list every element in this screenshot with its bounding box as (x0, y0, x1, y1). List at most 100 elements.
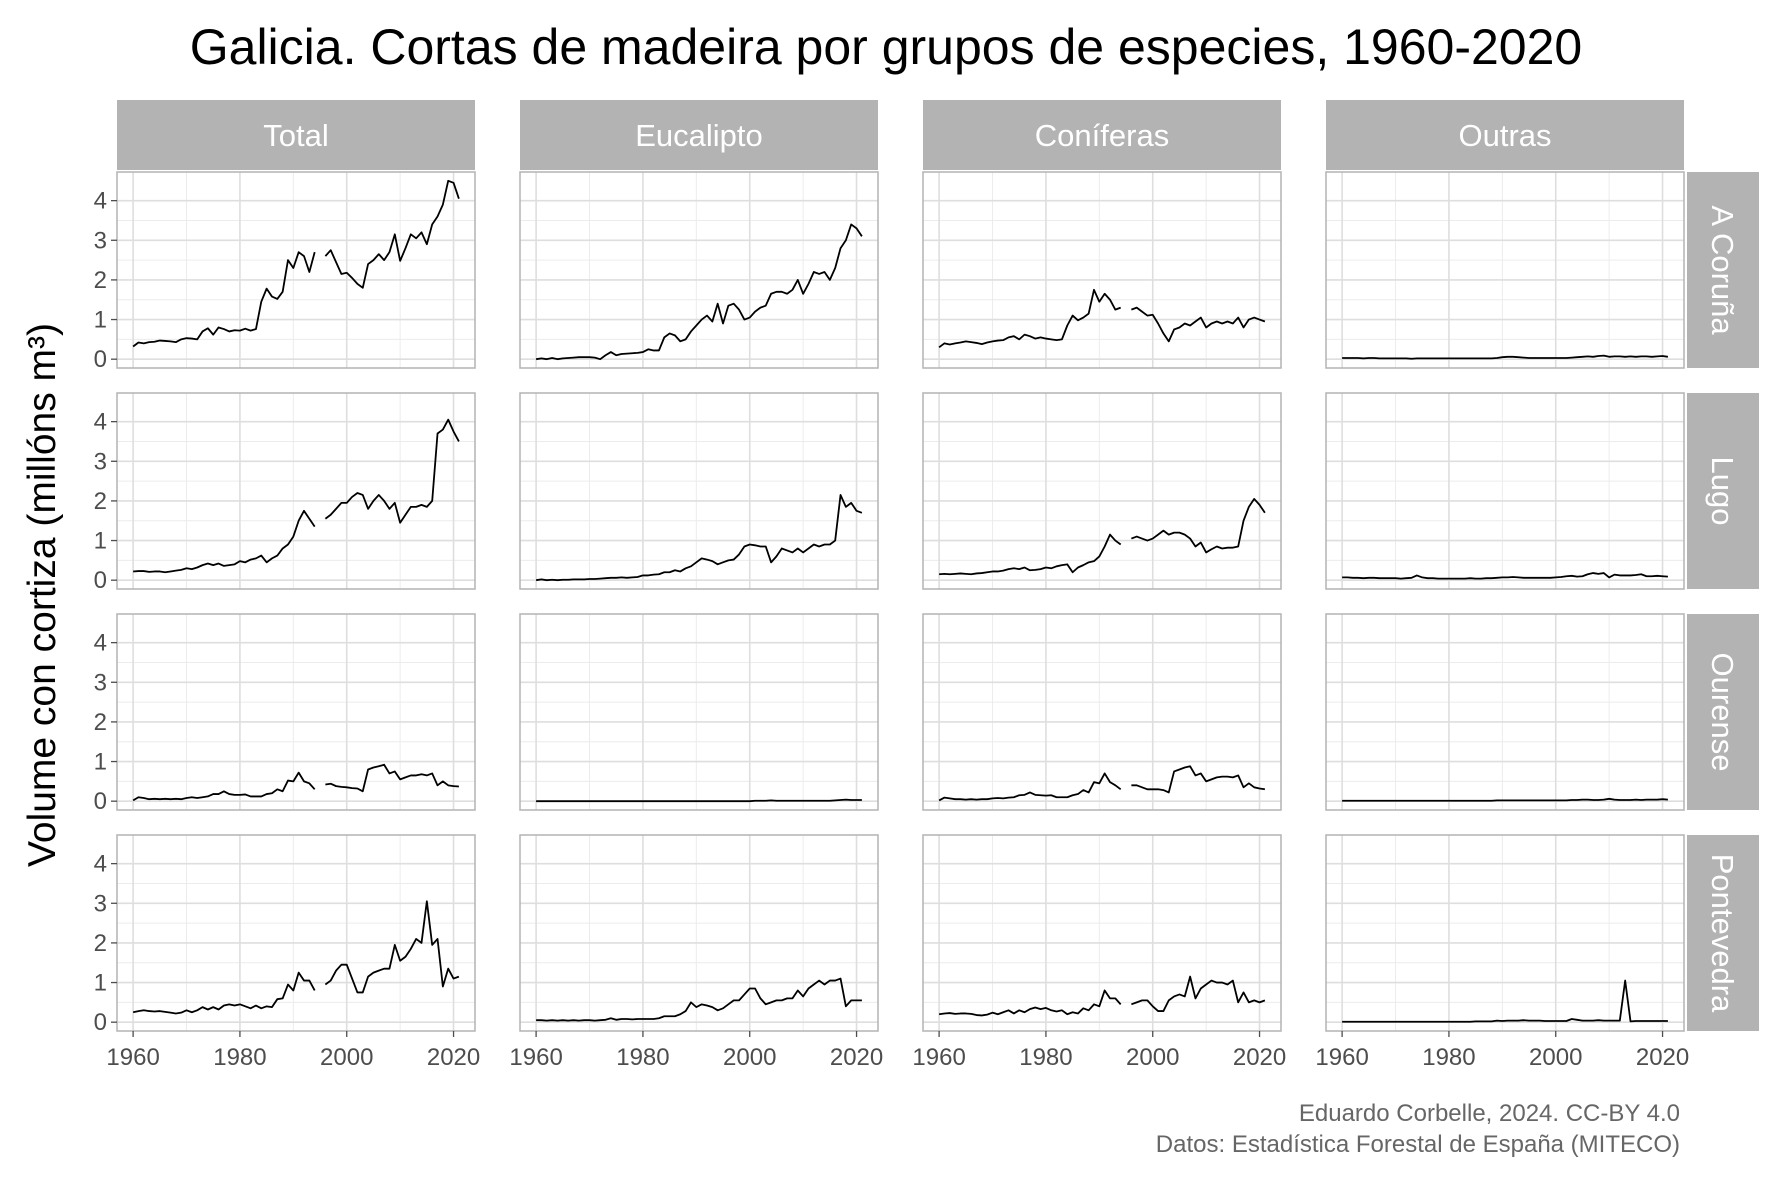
series-line-pontevedra-eucalipto (536, 977, 862, 1022)
strip-column-total (117, 100, 475, 170)
strip-column-label: Eucalipto (635, 118, 763, 153)
panel-border (1325, 834, 1685, 1032)
chart-title: Galicia. Cortas de madeira por grupos de… (190, 19, 1582, 75)
y-tick-label: 0 (94, 567, 107, 594)
panel-border (1325, 613, 1685, 811)
series-line-ourense-outras (1342, 797, 1668, 802)
panels-layer: Total Eucalipto Coníferas Outras A Coruña Lug… (94, 100, 1759, 1071)
panel-pontevedra-outras: 1960 1980 2000 2020 (1315, 834, 1689, 1071)
strip-row-pontevedra (1687, 835, 1759, 1031)
x-tick-label: 1980 (1019, 1044, 1072, 1071)
x-tick-label: 1980 (616, 1044, 669, 1071)
y-tick-label: 4 (94, 630, 107, 657)
strip-row-label: Lugo (1705, 457, 1740, 526)
y-tick-label: 0 (94, 346, 107, 373)
x-tick-label: 1960 (1315, 1044, 1368, 1071)
y-tick-label: 2 (94, 488, 107, 515)
y-tick-label: 3 (94, 890, 107, 917)
x-tick-label: 2020 (830, 1044, 883, 1071)
x-tick-label: 2000 (1126, 1044, 1179, 1071)
panel-lugo-eucalipto (519, 392, 879, 590)
y-tick-label: 4 (94, 188, 107, 215)
strip-column-outras (1326, 100, 1684, 170)
strip-row-label: Pontevedra (1705, 854, 1740, 1013)
series-line-lugo-outras (1342, 572, 1668, 580)
x-tick-label: 1980 (1422, 1044, 1475, 1071)
strip-row-lugo (1687, 393, 1759, 589)
panel-border (1325, 392, 1685, 590)
y-tick-label: 2 (94, 267, 107, 294)
y-axis-label: Volume con cortiza (millóns m³) (21, 323, 64, 867)
strip-row-ourense (1687, 614, 1759, 810)
strip-column-label: Outras (1458, 118, 1551, 153)
panel-border (922, 171, 1282, 369)
series-line-lugo-eucalipto (535, 494, 863, 582)
y-tick-label: 4 (94, 409, 107, 436)
panel-a-coruna-total: 0 1 2 3 4 (94, 171, 476, 373)
panel-border (116, 834, 476, 1032)
series-line-pontevedra-total (132, 900, 460, 1015)
panel-border (116, 392, 476, 590)
series-line-a-coruna-coniferas (938, 288, 1266, 349)
y-tick-label: 3 (94, 669, 107, 696)
series-line-lugo-total (133, 418, 460, 574)
panel-lugo-coniferas (922, 392, 1282, 590)
panel-ourense-outras (1325, 613, 1685, 811)
series-line-ourense-eucalipto (536, 798, 862, 803)
strip-column-coniferas (923, 100, 1281, 170)
x-tick-label: 1980 (213, 1044, 266, 1071)
series-line-pontevedra-outras (1342, 979, 1668, 1023)
panel-ourense-coniferas (922, 613, 1282, 811)
series-line-a-coruna-total (132, 179, 460, 348)
y-tick-label: 2 (94, 709, 107, 736)
strip-column-eucalipto (520, 100, 878, 170)
strip-column-label: Total (263, 118, 328, 153)
panel-pontevedra-total: 0 1 2 3 4 1960 1980 2000 2020 (94, 834, 480, 1071)
y-tick-label: 3 (94, 227, 107, 254)
panel-lugo-outras (1325, 392, 1685, 590)
panel-a-coruna-coniferas (922, 171, 1282, 369)
panel-pontevedra-coniferas: 1960 1980 2000 2020 (912, 834, 1286, 1071)
panel-ourense-total: 0 1 2 3 4 (94, 613, 476, 815)
strip-row-a-coruna (1687, 172, 1759, 368)
panel-border (519, 613, 879, 811)
x-tick-label: 2020 (1636, 1044, 1689, 1071)
series-line-lugo-coniferas (939, 498, 1266, 576)
series-line-ourense-coniferas (938, 765, 1266, 802)
strip-row-label: Ourense (1705, 653, 1740, 772)
panel-border (922, 834, 1282, 1032)
series-line-a-coruna-outras (1342, 354, 1669, 360)
caption-credit: Eduardo Corbelle, 2024. CC-BY 4.0 (1299, 1100, 1680, 1127)
x-tick-label: 2000 (1529, 1044, 1582, 1071)
series-line-pontevedra-coniferas (938, 975, 1266, 1017)
y-tick-label: 2 (94, 930, 107, 957)
strip-column-label: Coníferas (1035, 118, 1169, 153)
panel-pontevedra-eucalipto: 1960 1980 2000 2020 (509, 834, 883, 1071)
x-tick-label: 1960 (509, 1044, 562, 1071)
panel-border (519, 392, 879, 590)
x-tick-label: 1960 (912, 1044, 965, 1071)
y-tick-label: 3 (94, 448, 107, 475)
y-tick-label: 1 (94, 970, 107, 997)
panel-border (1325, 171, 1685, 369)
caption-source: Datos: Estadística Forestal de España (M… (1156, 1131, 1680, 1158)
series-line-ourense-total (132, 763, 459, 802)
x-tick-label: 2020 (1233, 1044, 1286, 1071)
strip-row-label: A Coruña (1705, 205, 1740, 335)
y-tick-label: 1 (94, 749, 107, 776)
panel-lugo-total: 0 1 2 3 4 (94, 392, 476, 594)
panel-a-coruna-eucalipto (519, 171, 879, 369)
y-tick-label: 1 (94, 528, 107, 555)
panel-border (116, 171, 476, 369)
y-tick-label: 0 (94, 1009, 107, 1036)
x-tick-label: 2000 (320, 1044, 373, 1071)
panel-a-coruna-outras (1325, 171, 1685, 369)
panel-border (922, 613, 1282, 811)
x-tick-label: 2000 (723, 1044, 776, 1071)
y-tick-label: 0 (94, 788, 107, 815)
panel-border (519, 171, 879, 369)
series-line-a-coruna-eucalipto (535, 223, 863, 361)
panel-border (922, 392, 1282, 590)
x-tick-label: 1960 (106, 1044, 159, 1071)
